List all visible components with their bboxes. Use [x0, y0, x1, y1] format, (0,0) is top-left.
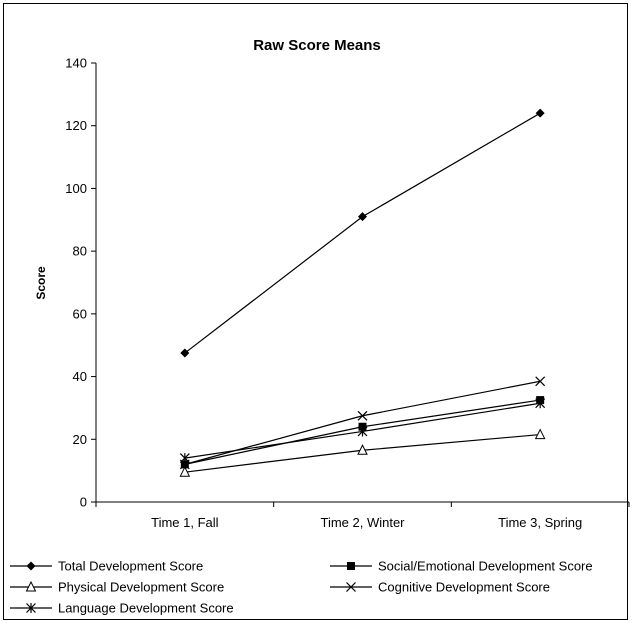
data-point-diamond: [26, 561, 36, 571]
data-point-diamond: [535, 108, 545, 118]
data-point-square: [347, 562, 355, 570]
y-tick-label: 120: [65, 118, 87, 133]
chart-title: Raw Score Means: [253, 37, 381, 54]
series-2: [179, 428, 546, 477]
data-point-asterisk: [26, 603, 36, 613]
chart-frame: [3, 3, 628, 620]
legend-item: Total Development Score: [10, 559, 203, 574]
data-point-x: [535, 376, 546, 387]
y-tick-label: 60: [73, 306, 87, 321]
y-tick-label: 20: [73, 432, 87, 447]
legend-label: Physical Development Score: [58, 580, 224, 595]
data-point-asterisk: [535, 398, 546, 409]
y-tick-label: 40: [73, 369, 87, 384]
data-point-asterisk: [357, 426, 368, 437]
y-axis-label: Score: [34, 266, 48, 300]
data-point-triangle-open: [534, 428, 546, 440]
legend-item: Cognitive Development Score: [330, 580, 550, 595]
legend-item: Social/Emotional Development Score: [330, 559, 593, 574]
series-0: [180, 108, 545, 358]
legend-label: Social/Emotional Development Score: [378, 559, 593, 574]
data-point-triangle-open: [179, 466, 191, 477]
series-3: [179, 376, 546, 470]
y-tick-label: 0: [80, 495, 87, 510]
series-4: [179, 398, 546, 464]
data-point-x: [357, 410, 368, 421]
y-tick-label: 140: [65, 56, 87, 71]
x-tick-label: Time 3, Spring: [498, 515, 582, 530]
legend-label: Cognitive Development Score: [378, 580, 550, 595]
y-tick-label: 100: [65, 181, 87, 196]
series-line: [184, 112, 541, 354]
data-point-diamond: [358, 212, 367, 222]
legend-label: Language Development Score: [58, 601, 234, 616]
data-point-x: [346, 582, 356, 592]
x-tick-label: Time 1, Fall: [151, 515, 219, 530]
legend-label: Total Development Score: [58, 559, 203, 574]
data-point-triangle-open: [357, 444, 368, 455]
data-point-asterisk: [179, 453, 190, 464]
legend-item: Physical Development Score: [10, 580, 224, 595]
data-point-diamond: [180, 348, 190, 358]
y-tick-label: 80: [73, 244, 87, 259]
data-point-triangle-open: [25, 580, 37, 592]
x-tick-label: Time 2, Winter: [320, 515, 405, 530]
legend-item: Language Development Score: [10, 601, 234, 616]
